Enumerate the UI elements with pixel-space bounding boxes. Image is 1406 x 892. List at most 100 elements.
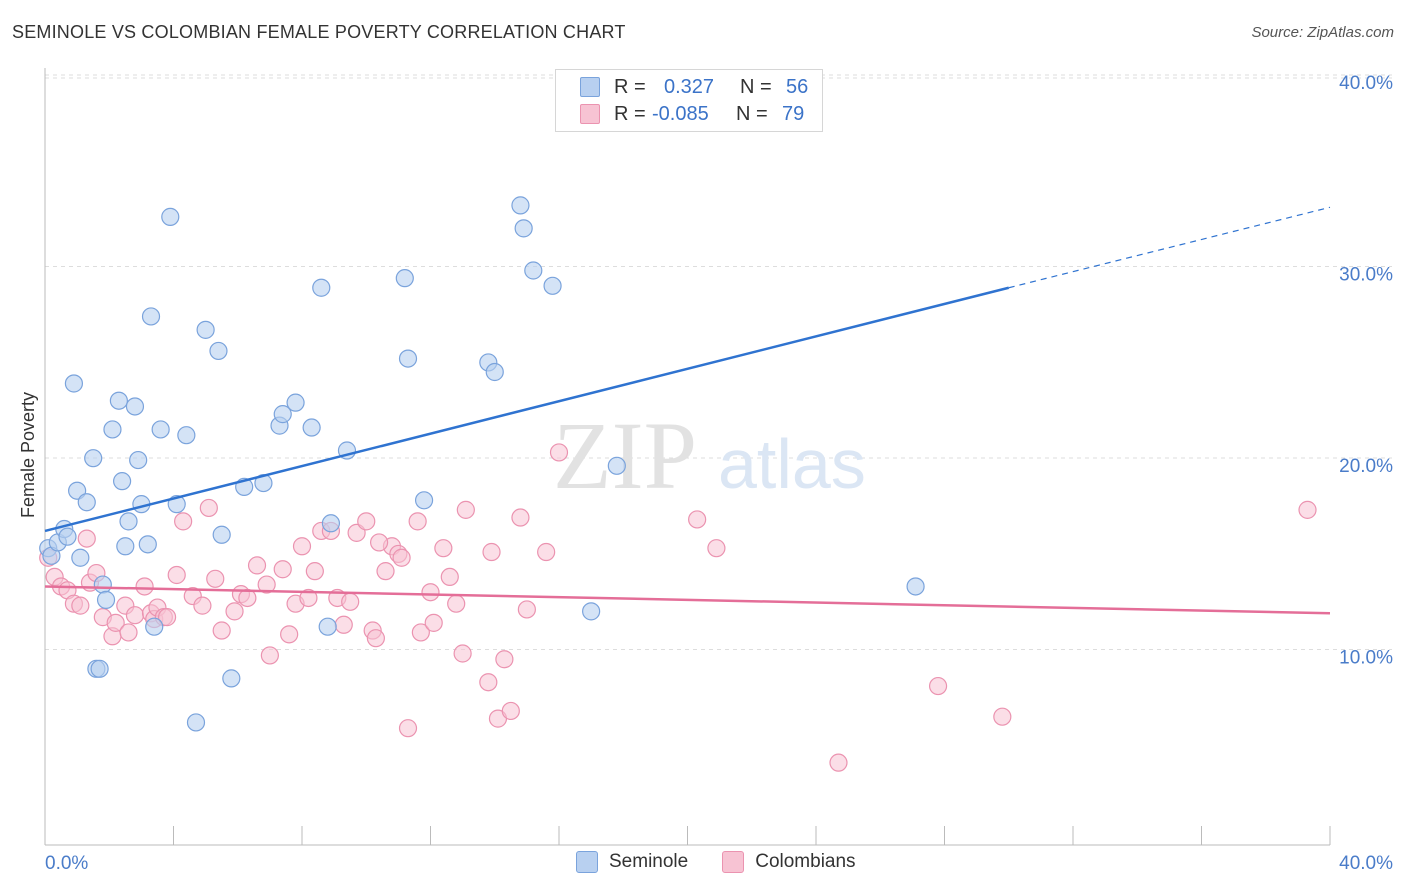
colombians-point xyxy=(829,753,848,772)
colombians-point xyxy=(537,542,556,562)
seminole-point xyxy=(58,527,77,546)
colombians-point xyxy=(453,644,472,663)
x-tick-labels: 0.0% 40.0% xyxy=(45,853,1393,874)
n-value: 56 xyxy=(786,75,809,98)
legend-label-seminole: Seminole xyxy=(609,851,689,872)
colombians-point xyxy=(257,575,276,594)
seminole-point xyxy=(196,320,215,339)
seminole-point xyxy=(151,420,170,439)
watermark-atlas: atlas xyxy=(718,425,866,503)
seminole-point xyxy=(906,577,925,596)
seminole-trend-line xyxy=(44,286,1010,533)
seminole-point xyxy=(119,512,138,531)
colombians-trend-line xyxy=(44,585,1331,615)
seminole-point xyxy=(398,349,418,368)
colombians-point xyxy=(928,676,948,696)
seminole-point xyxy=(321,514,341,533)
n-label: N = xyxy=(736,102,768,125)
axes xyxy=(44,68,1331,846)
colombians-point xyxy=(199,498,218,518)
seminole-point xyxy=(209,341,228,361)
seminole-point xyxy=(414,491,434,510)
colombians-point xyxy=(334,615,353,634)
seminole-point xyxy=(138,535,157,554)
seminole-point xyxy=(96,590,116,609)
r-value: 0.327 xyxy=(664,75,715,98)
colombians-point xyxy=(501,701,520,721)
colombians-point xyxy=(370,533,389,552)
seminole-point xyxy=(71,548,90,567)
colombians-point xyxy=(411,623,430,642)
seminole-point xyxy=(543,276,562,295)
colombians-point xyxy=(479,673,498,692)
seminole-point xyxy=(524,261,543,280)
seminole-trend-extension xyxy=(1008,206,1331,289)
legend-row-seminole: R = 0.327 N = 56 xyxy=(580,74,808,100)
colombians-point xyxy=(357,512,376,531)
colombians-point xyxy=(517,600,536,619)
colombians-point xyxy=(260,646,279,665)
colombians-point xyxy=(273,560,292,579)
colombians-point xyxy=(247,556,267,575)
colombians-point xyxy=(424,613,443,632)
colombians-point xyxy=(135,577,154,596)
colombians-point xyxy=(511,508,530,527)
colombians-swatch xyxy=(722,851,745,873)
seminole-point xyxy=(90,659,109,678)
seminole-point xyxy=(161,207,180,226)
colombians-point xyxy=(341,592,360,611)
seminole-points xyxy=(39,196,925,732)
seminole-point xyxy=(582,602,601,621)
colombians-point xyxy=(366,629,385,648)
colombians-point xyxy=(167,565,186,585)
colombians-point xyxy=(71,596,90,615)
seminole-point xyxy=(93,575,112,594)
seminole-point xyxy=(129,450,148,470)
colombians-point xyxy=(456,500,475,519)
correlation-legend: R = 0.327 N = 56 R = -0.085 N = 79 xyxy=(555,69,823,132)
seminole-point xyxy=(302,418,321,437)
colombians-point xyxy=(125,606,145,625)
colombians-point xyxy=(482,542,501,562)
trend-lines xyxy=(44,206,1331,615)
colombians-point xyxy=(193,596,212,615)
seminole-point xyxy=(145,617,164,636)
seminole-point xyxy=(485,362,504,382)
seminole-point xyxy=(141,307,161,326)
seminole-point xyxy=(607,456,626,475)
seminole-point xyxy=(112,472,132,491)
y-tick-labels: 10.0% 20.0% 30.0% 40.0% xyxy=(1339,73,1393,669)
seminole-swatch xyxy=(580,77,600,97)
colombians-point xyxy=(225,602,244,621)
y-axis-title: Female Poverty xyxy=(18,392,38,518)
seminole-point xyxy=(103,420,122,439)
colombians-point xyxy=(157,608,177,627)
source-label: Source: ZipAtlas.com xyxy=(1251,24,1394,41)
r-label: R = xyxy=(614,102,646,125)
colombians-point xyxy=(993,707,1012,726)
colombians-swatch xyxy=(580,104,600,124)
chart-title: SEMINOLE VS COLOMBIAN FEMALE POVERTY COR… xyxy=(12,22,626,42)
colombians-point xyxy=(106,613,125,632)
y-tick-label: 30.0% xyxy=(1339,265,1393,286)
seminole-point xyxy=(514,219,533,238)
seminole-point xyxy=(186,713,206,732)
seminole-point xyxy=(312,278,331,297)
colombians-point xyxy=(1298,500,1317,519)
colombians-point xyxy=(434,539,453,558)
colombians-point xyxy=(688,510,707,529)
colombians-point xyxy=(392,548,411,567)
y-tick-label: 10.0% xyxy=(1339,648,1393,669)
seminole-swatch xyxy=(576,851,598,873)
legend-item-seminole: Seminole xyxy=(576,851,688,873)
colombians-point xyxy=(206,569,225,588)
colombians-point xyxy=(280,625,299,644)
legend-item-colombians: Colombians xyxy=(722,851,856,873)
colombians-point xyxy=(495,650,514,669)
seminole-point xyxy=(109,391,128,410)
seminole-point xyxy=(84,449,103,468)
seminole-point xyxy=(273,405,292,424)
seminole-point xyxy=(116,537,135,556)
colombians-point xyxy=(77,529,96,548)
n-label: N = xyxy=(740,75,772,98)
